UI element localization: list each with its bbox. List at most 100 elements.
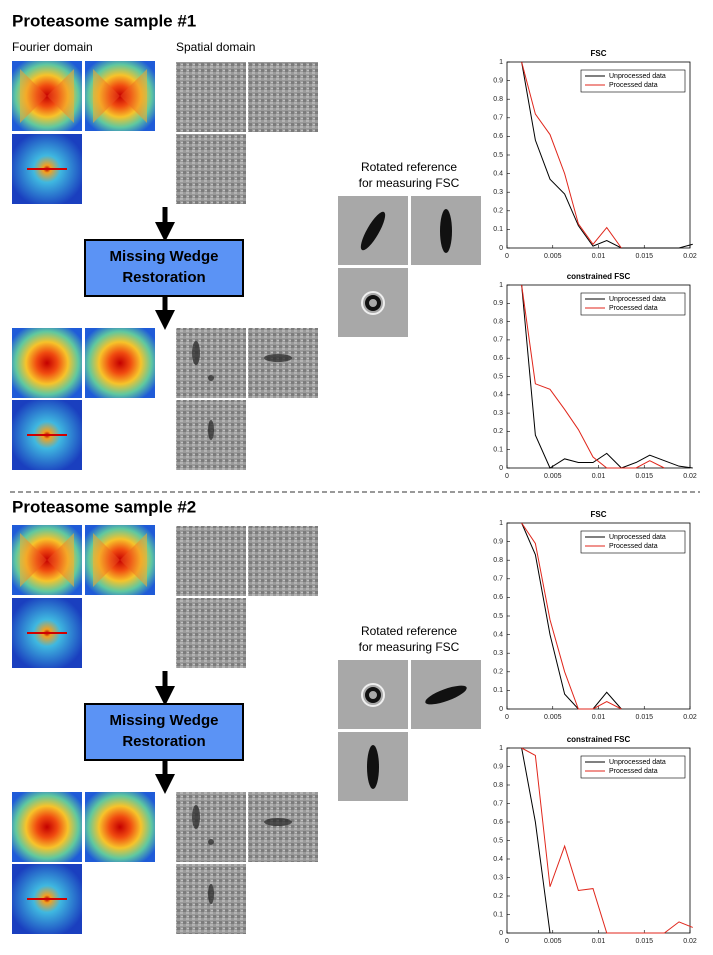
y-tick-label: 0.1	[493, 226, 503, 233]
y-tick-label: 0.7	[493, 800, 503, 807]
y-tick-label: 0.7	[493, 337, 503, 344]
spatial-image	[248, 526, 318, 596]
y-tick-label: 0	[499, 706, 503, 713]
spatial-image	[176, 526, 246, 596]
y-tick-label: 0.9	[493, 763, 503, 770]
series-line	[521, 61, 622, 249]
legend-label: Processed data	[609, 82, 658, 89]
spatial-bg	[176, 526, 246, 596]
fourier-bowtie	[20, 69, 74, 123]
x-tick-label: 0.02	[683, 714, 697, 721]
chart-title: FSC	[591, 49, 607, 58]
restoration-label: Missing Wedge	[110, 712, 219, 729]
y-tick-label: 0	[499, 930, 503, 937]
legend-label: Processed data	[609, 768, 658, 775]
x-tick-label: 0.005	[544, 253, 562, 260]
restoration-label: Restoration	[122, 269, 205, 286]
spatial-image	[176, 328, 246, 398]
reference-particle	[425, 685, 467, 705]
spatial-blob	[192, 805, 200, 829]
plot-area	[506, 61, 691, 249]
spatial-image	[176, 400, 246, 470]
x-tick-label: 0.02	[683, 938, 697, 945]
y-tick-label: 0.3	[493, 410, 503, 417]
y-tick-label: 0.6	[493, 133, 503, 140]
series-line	[521, 284, 693, 469]
y-tick-label: 0.8	[493, 318, 503, 325]
y-tick-label: 0.9	[493, 77, 503, 84]
x-tick-label: 0.005	[544, 473, 562, 480]
y-tick-label: 0.4	[493, 631, 503, 638]
legend-box	[580, 530, 686, 554]
spatial-image	[248, 792, 318, 862]
reference-label: Rotated reference	[361, 624, 457, 638]
legend-label: Unprocessed data	[609, 759, 666, 766]
reference-image	[338, 660, 408, 729]
restoration-label: Restoration	[122, 733, 205, 750]
fourier-bowtie	[20, 533, 74, 587]
section-title: Proteasome sample #2	[12, 497, 196, 516]
legend-box	[580, 292, 686, 316]
spatial-blob	[208, 420, 214, 440]
fourier-image	[12, 61, 82, 131]
y-tick-label: 1	[499, 745, 503, 752]
y-tick-label: 0	[499, 245, 503, 252]
x-tick-label: 0.015	[635, 938, 653, 945]
reference-image	[338, 732, 408, 801]
spatial-bg	[248, 792, 318, 862]
legend-box	[580, 69, 686, 93]
y-tick-label: 0.9	[493, 538, 503, 545]
spatial-bg	[176, 134, 246, 204]
fourier-image	[12, 864, 82, 934]
x-tick-label: 0.02	[683, 473, 697, 480]
fourier-bowtie	[93, 69, 147, 123]
y-tick-label: 0.9	[493, 300, 503, 307]
restoration-box	[84, 703, 244, 761]
reference-label: Rotated reference	[361, 160, 457, 174]
reference-ring	[365, 687, 381, 703]
fourier-image	[85, 792, 155, 862]
fourier-core	[85, 328, 155, 398]
spatial-image	[248, 62, 318, 132]
fourier-image	[85, 61, 155, 131]
chart-title: constrained FSC	[567, 735, 631, 744]
reference-image	[411, 196, 481, 265]
fourier-image	[12, 328, 82, 398]
y-tick-label: 0.2	[493, 428, 503, 435]
spatial-blob	[264, 818, 292, 826]
series-line	[521, 747, 551, 934]
series-line	[521, 522, 622, 710]
spatial-blob	[208, 884, 214, 904]
spatial-bg	[248, 62, 318, 132]
y-tick-label: 0.3	[493, 650, 503, 657]
y-tick-label: 0.6	[493, 819, 503, 826]
spatial-bg	[176, 598, 246, 668]
y-tick-label: 0.1	[493, 911, 503, 918]
spatial-blob	[208, 375, 214, 381]
y-tick-label: 0.2	[493, 893, 503, 900]
x-tick-label: 0	[505, 473, 509, 480]
x-tick-label: 0.01	[592, 253, 606, 260]
spatial-blob	[192, 341, 200, 365]
column-label: Spatial domain	[176, 40, 255, 54]
spatial-image	[176, 792, 246, 862]
fourier-image	[85, 525, 155, 595]
series-line	[521, 747, 693, 934]
spatial-image	[176, 134, 246, 204]
fourier-image	[12, 134, 82, 204]
y-tick-label: 0.3	[493, 189, 503, 196]
legend-box	[580, 755, 686, 779]
spatial-bg	[176, 792, 246, 862]
reference-image	[338, 268, 408, 337]
y-tick-label: 0.5	[493, 613, 503, 620]
series-line	[521, 284, 665, 469]
x-tick-label: 0.02	[683, 253, 697, 260]
spatial-bg	[176, 62, 246, 132]
y-tick-label: 0.1	[493, 687, 503, 694]
y-tick-label: 0.2	[493, 208, 503, 215]
x-tick-label: 0.005	[544, 938, 562, 945]
plot-area	[506, 284, 691, 469]
fourier-image	[12, 792, 82, 862]
x-tick-label: 0	[505, 714, 509, 721]
